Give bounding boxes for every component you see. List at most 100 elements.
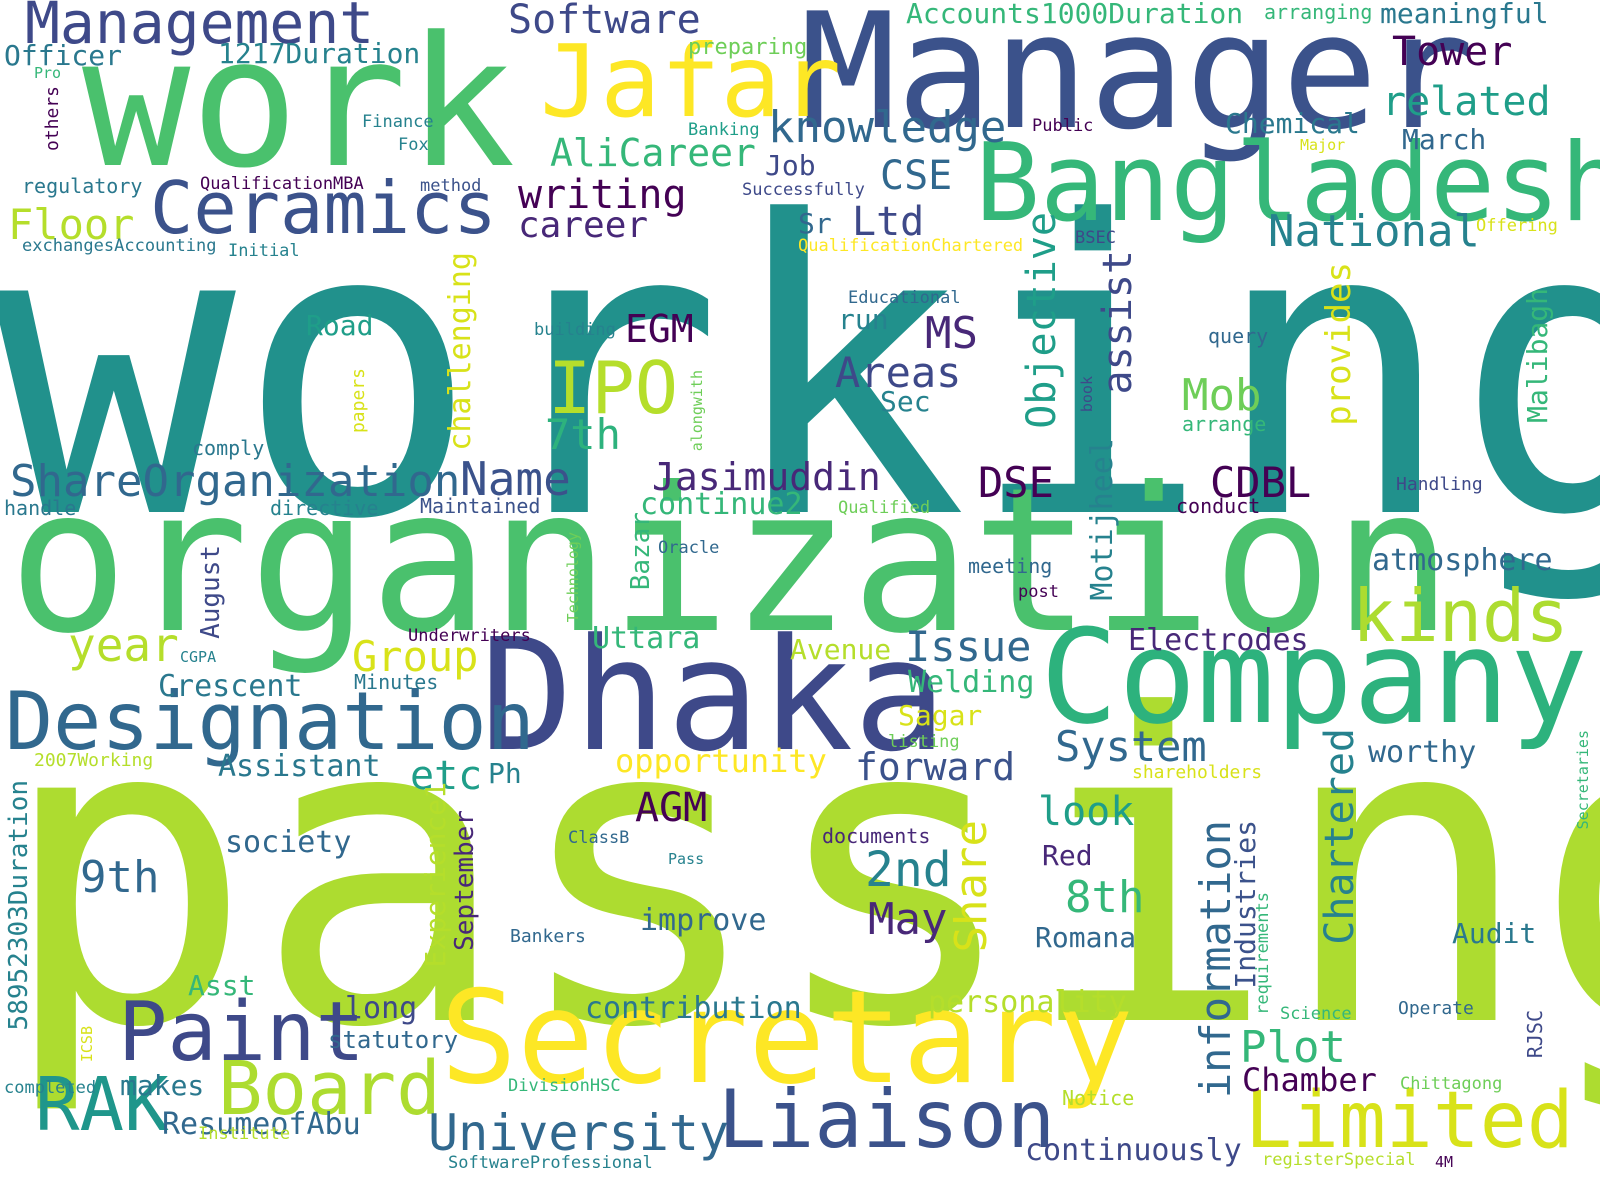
- word-welding: Welding: [908, 665, 1035, 700]
- word-completed: completed: [4, 1078, 97, 1098]
- word-underwriters: Underwriters: [408, 626, 531, 646]
- word-avenue: Avenue: [790, 633, 892, 666]
- word-writing: writing: [518, 172, 687, 218]
- word-opportunity: opportunity: [615, 742, 827, 780]
- word-related: related: [1382, 79, 1551, 125]
- word-qualified: Qualified: [838, 498, 931, 518]
- word-bankers: Bankers: [510, 926, 586, 947]
- word-arrange: arrange: [1182, 412, 1267, 436]
- word-eighth: 8th: [1065, 872, 1145, 923]
- word-cdbl: CDBL: [1210, 458, 1312, 507]
- word-year: year: [68, 618, 179, 672]
- word-chamber: Chamber: [1242, 1061, 1377, 1099]
- word-objective: Objective: [1019, 212, 1065, 429]
- word-september: September: [450, 810, 480, 951]
- word-softwareprofessional: SoftwareProfessional: [448, 1153, 653, 1173]
- word-work: work: [82, 0, 516, 208]
- word-banking: Banking: [688, 120, 760, 140]
- word-bangladesh: Bangladesh: [975, 121, 1600, 246]
- word-personality: personality: [928, 985, 1127, 1020]
- word-handle: handle: [4, 496, 77, 520]
- word-experience1: Experience1: [419, 782, 452, 968]
- word-makes: makes: [120, 1069, 205, 1102]
- word-limited: Limited: [1245, 1076, 1574, 1166]
- word-rak: RAK: [35, 1062, 169, 1148]
- word-dhaka: Dhaka: [480, 605, 947, 786]
- word-paint: Paint: [118, 985, 365, 1080]
- word-bazar: Bazar: [626, 512, 656, 591]
- word-may: May: [868, 894, 948, 945]
- word-meaningful: meaningful: [1380, 0, 1549, 30]
- word-audit: Audit: [1452, 917, 1537, 950]
- word-listing: listing: [888, 732, 960, 752]
- word-ms: MS: [925, 308, 978, 359]
- word-building: building: [534, 320, 616, 340]
- word-alongwith: alongwith: [688, 370, 706, 452]
- word-working2007: 2007Working: [34, 750, 154, 771]
- word-query: query: [1208, 324, 1269, 348]
- word-knowledge: knowledge: [768, 102, 1007, 153]
- word-long: long: [345, 991, 418, 1026]
- word-shareorganization: ShareOrganization: [10, 456, 461, 507]
- word-resumeofabu: ResumeofAbu: [162, 1107, 361, 1142]
- word-dse: DSE: [978, 458, 1054, 507]
- word-divisionhsc: DivisionHSC: [508, 1076, 621, 1096]
- word-chemical: Chemical: [1225, 107, 1360, 140]
- word-designation: Designation: [5, 675, 535, 768]
- word-challenging: challenging: [443, 252, 478, 451]
- word-etc: etc: [410, 753, 483, 799]
- word-name: Name: [460, 452, 571, 506]
- word-share: Share: [946, 820, 997, 953]
- word-board: Board: [218, 1046, 441, 1132]
- word-pro: Pro: [34, 64, 62, 82]
- word-sagar: Sagar: [898, 699, 983, 732]
- word-continuously: continuously: [1025, 1133, 1242, 1168]
- word-management: Management: [25, 0, 375, 57]
- word-meeting: meeting: [968, 554, 1053, 578]
- word-arranging: arranging: [1264, 0, 1373, 24]
- word-second: 2nd: [865, 842, 952, 898]
- word-asst: Asst: [188, 969, 256, 1002]
- word-continue2: continue2: [640, 487, 803, 522]
- word-improve: improve: [640, 903, 767, 938]
- word-classb: ClassB: [568, 828, 630, 848]
- word-national: National: [1268, 206, 1480, 257]
- word-icsb: ICSB: [78, 1026, 96, 1063]
- word-ceramics: Ceramics: [150, 166, 497, 250]
- word-areas: Areas: [835, 348, 962, 397]
- word-alicareer: AliCareer: [550, 131, 756, 175]
- word-tower: Tower: [1392, 29, 1513, 75]
- word-plot: Plot: [1240, 1022, 1346, 1073]
- word-offering: Offering: [1476, 216, 1558, 236]
- word-public: Public: [1032, 116, 1094, 136]
- word-comply: comply: [192, 436, 265, 460]
- word-finance: Finance: [362, 112, 434, 132]
- word-forward: forward: [855, 745, 1016, 789]
- word-fox: Fox: [398, 135, 429, 155]
- word-handling: Handling: [1396, 474, 1483, 495]
- word-kinds: kinds: [1352, 574, 1569, 658]
- word-chartered: Chartered: [1317, 728, 1363, 945]
- word-registerspecial: registerSpecial: [1262, 1150, 1416, 1170]
- word-statutory: statutory: [328, 1026, 459, 1054]
- word-assistant: Assistant: [218, 749, 381, 784]
- word-officer: Officer: [4, 39, 123, 72]
- word-ipo: IPO: [548, 346, 679, 430]
- word-rjsc: RJSC: [1523, 1010, 1547, 1059]
- word-march: March: [1402, 123, 1487, 156]
- word-cgpa: CGPA: [180, 648, 217, 666]
- word-run: run: [838, 303, 889, 336]
- word-provides: provides: [1319, 262, 1359, 426]
- word-shareholders: shareholders: [1132, 762, 1263, 783]
- word-science: Science: [1280, 1004, 1352, 1024]
- word-electrodes: Electrodes: [1128, 623, 1309, 658]
- word-uttara: Uttara: [592, 621, 701, 656]
- word-documents: documents: [822, 824, 931, 848]
- word-liaison: Liaison: [718, 1073, 1056, 1166]
- word-pass: Pass: [668, 850, 705, 868]
- word-qualificationchartered: QualificationChartered: [798, 236, 1024, 256]
- word-major: Major: [1300, 136, 1346, 154]
- word-preparing: preparing: [688, 35, 808, 60]
- word-software: Software: [508, 0, 701, 43]
- word-red: Red: [1042, 839, 1093, 872]
